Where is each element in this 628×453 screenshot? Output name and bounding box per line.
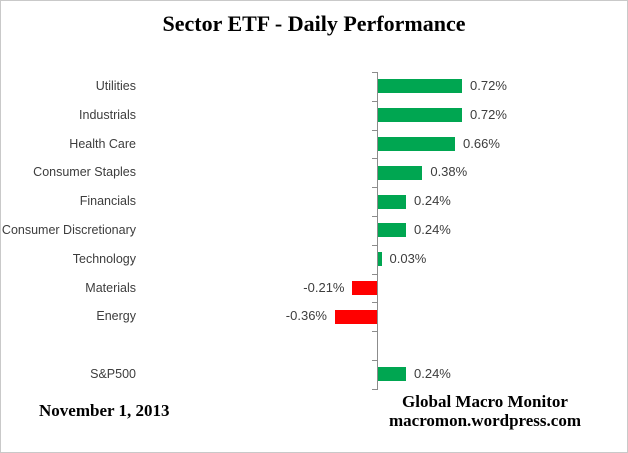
axis-tick — [372, 302, 377, 304]
category-label: Technology — [72, 251, 136, 266]
value-label: 0.72% — [470, 106, 507, 122]
axis-tick — [372, 388, 377, 390]
axis-tick — [372, 72, 377, 73]
category-label: Energy — [96, 309, 136, 324]
bar-positive — [378, 108, 463, 123]
category-label: S&P500 — [90, 367, 136, 381]
value-label: 0.24% — [414, 193, 451, 209]
axis-tick — [372, 187, 377, 189]
axis-tick — [372, 244, 377, 246]
category-label: Health Care — [69, 136, 136, 151]
value-label: 0.24% — [414, 222, 451, 237]
category-label: Consumer Staples — [33, 165, 136, 180]
axis-tick — [372, 100, 377, 102]
value-label: 0.72% — [470, 78, 507, 93]
category-label: Utilities — [95, 79, 136, 93]
value-label: 0.38% — [430, 164, 468, 180]
bar-positive — [378, 252, 382, 267]
footer-source-url: macromon.wordpress.com — [388, 411, 581, 430]
category-label: Materials — [85, 280, 136, 295]
value-label: 0.24% — [414, 366, 451, 381]
bar-positive — [378, 367, 406, 382]
axis-tick — [372, 129, 377, 131]
value-label: -0.36% — [285, 308, 327, 324]
chart-title: Sector ETF - Daily Performance — [162, 11, 466, 36]
category-label: Financials — [79, 194, 136, 209]
bar-positive — [378, 79, 463, 94]
bar-positive — [378, 137, 456, 151]
axis-tick — [372, 273, 377, 275]
axis-tick — [372, 158, 377, 160]
category-label: Consumer Discretionary — [1, 223, 136, 237]
bar-positive — [378, 223, 406, 238]
bar-chart: Utilities 0.72% Industrials 0.72% Health Car… — [1, 72, 627, 392]
axis-line — [377, 72, 378, 390]
footer-source: Global Macro Monitor macromon.wordpress.… — [375, 392, 595, 430]
value-label: 0.66% — [463, 135, 500, 151]
axis-tick — [372, 360, 377, 361]
footer-date: November 1, 2013 — [39, 401, 170, 420]
axis-tick — [372, 216, 377, 217]
footer-source-name: Global Macro Monitor — [402, 392, 568, 411]
bar-negative — [352, 281, 377, 295]
category-label: Industrials — [79, 107, 136, 122]
bar-positive — [378, 165, 423, 180]
value-label: 0.03% — [389, 250, 427, 266]
value-label: -0.21% — [303, 279, 345, 295]
axis-tick — [372, 331, 377, 333]
bar-negative — [334, 309, 377, 324]
bar-positive — [378, 194, 406, 209]
